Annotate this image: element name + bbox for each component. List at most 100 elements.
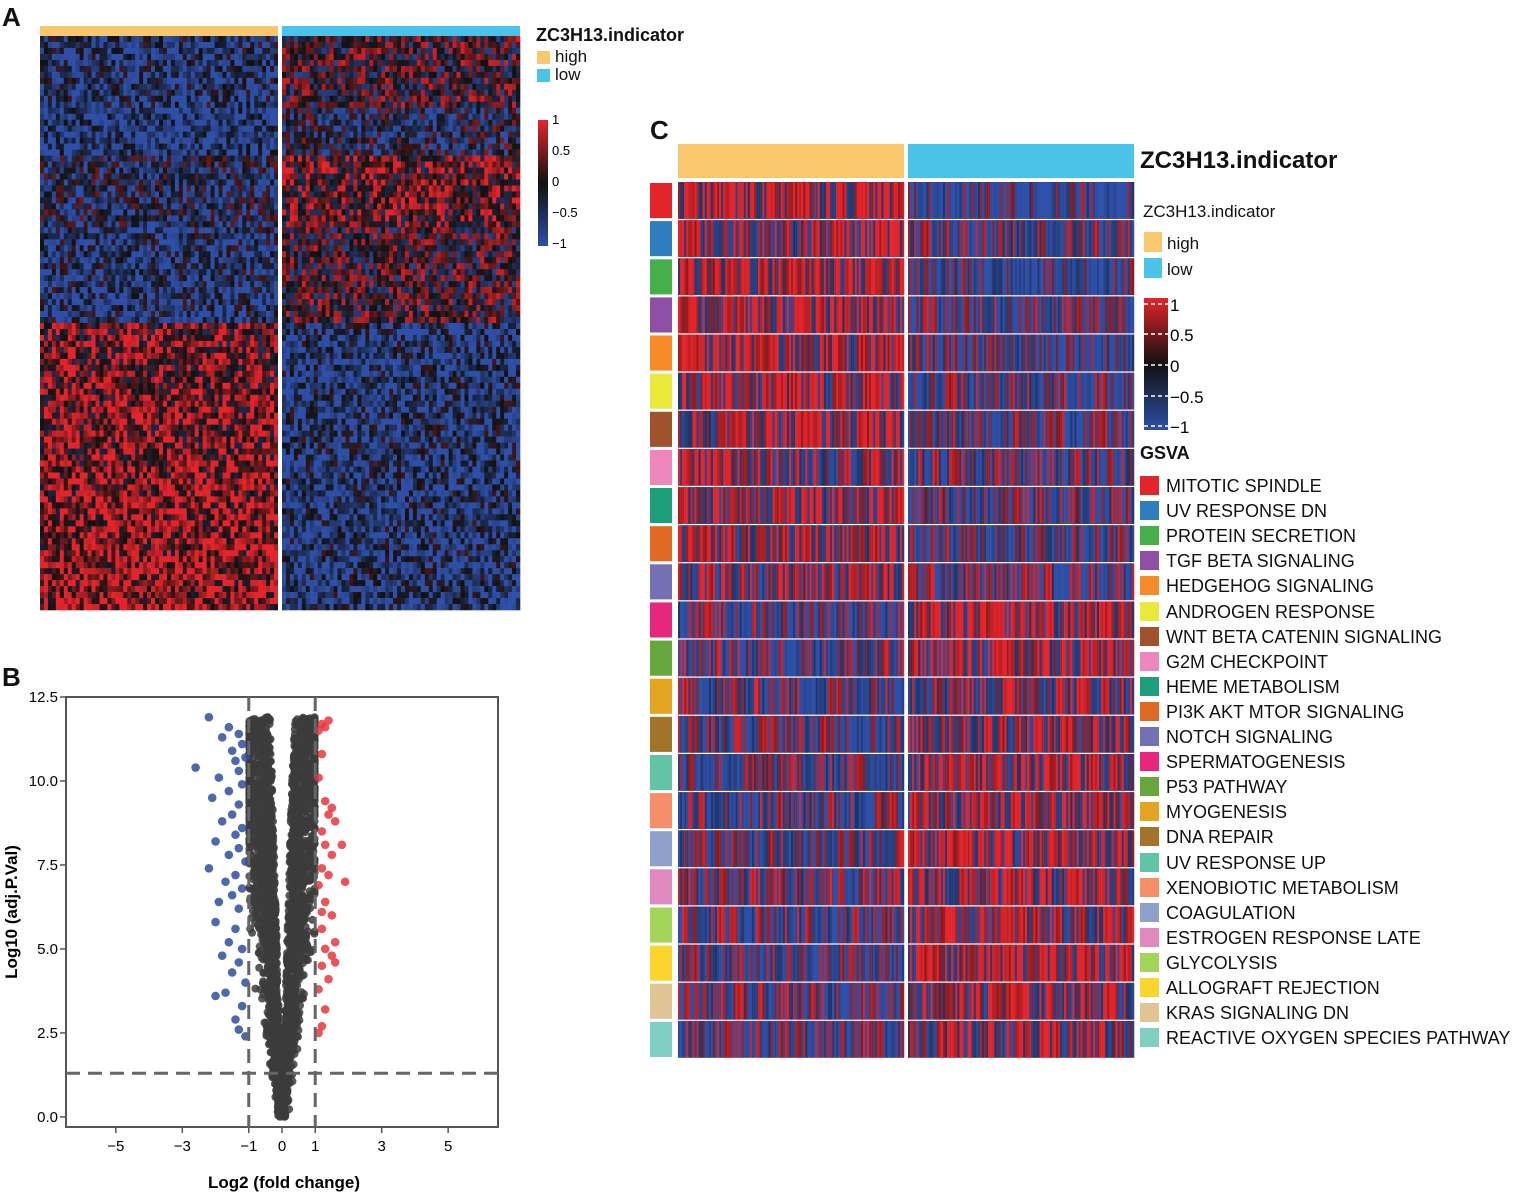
heatmap-cell <box>420 227 426 234</box>
heatmap-cell <box>329 281 334 288</box>
heatmap-cell <box>309 36 315 43</box>
heatmap-cell <box>504 119 509 126</box>
heatmap-cell <box>512 47 517 55</box>
heatmap-cell <box>432 119 437 126</box>
heatmap-cell <box>230 215 235 222</box>
heatmap-cell <box>512 53 517 61</box>
heatmap-cell <box>99 113 104 121</box>
heatmap-cell <box>230 281 235 288</box>
heatmap-cell <box>468 215 473 222</box>
heatmap-cell <box>440 107 445 115</box>
heatmap-cell <box>369 47 374 55</box>
heatmap-cell <box>361 185 366 192</box>
heatmap-cell <box>349 41 354 49</box>
heatmap-cell <box>238 89 243 97</box>
heatmap-cell <box>67 131 73 138</box>
heatmap-cell <box>389 179 394 186</box>
heatmap-cell <box>389 257 394 264</box>
heatmap-cell <box>206 203 211 210</box>
heatmap-cell <box>162 233 168 240</box>
heatmap-cell <box>293 233 299 240</box>
heatmap-cell <box>258 47 263 55</box>
heatmap-cell <box>492 173 497 180</box>
heatmap-cell <box>55 191 61 198</box>
heatmap-cell <box>492 41 497 49</box>
heatmap-cell <box>444 101 449 109</box>
heatmap-cell <box>361 65 366 73</box>
heatmap-cell <box>198 245 203 252</box>
heatmap-cell <box>504 251 509 258</box>
heatmap-cell <box>258 281 263 288</box>
heatmap-cell <box>293 107 299 115</box>
heatmap-cell <box>162 125 168 132</box>
heatmap-cell <box>301 239 307 246</box>
heatmap-cell <box>404 191 410 198</box>
heatmap-cell <box>47 239 53 246</box>
heatmap-cell <box>412 101 418 109</box>
heatmap-cell <box>262 89 267 97</box>
heatmap-cell <box>389 269 394 276</box>
heatmap-cell <box>436 89 441 97</box>
heatmap-cell <box>448 257 453 264</box>
heatmap-cell <box>448 233 453 240</box>
heatmap-cell <box>274 107 279 115</box>
heatmap-cell <box>170 167 176 174</box>
heatmap-cell <box>246 71 251 79</box>
heatmap-cell <box>274 209 279 216</box>
heatmap-cell <box>480 47 485 55</box>
heatmap-cell <box>258 95 263 103</box>
heatmap-cell <box>512 113 517 121</box>
heatmap-cell <box>309 215 315 222</box>
heatmap-cell <box>381 179 386 186</box>
heatmap-cell <box>194 209 199 216</box>
heatmap-cell <box>115 71 120 79</box>
heatmap-cell <box>190 221 195 228</box>
heatmap-cell <box>508 263 513 270</box>
heatmap-cell <box>293 143 299 150</box>
heatmap-cell <box>166 263 172 270</box>
heatmap-cell <box>186 47 192 55</box>
heatmap-cell <box>432 203 437 210</box>
heatmap-cell <box>424 257 430 264</box>
heatmap-cell <box>373 197 378 204</box>
heatmap-cell <box>63 125 69 132</box>
heatmap-cell <box>55 131 61 138</box>
heatmap-cell <box>361 161 366 168</box>
heatmap-cell <box>266 137 271 144</box>
heatmap-cell <box>250 107 255 115</box>
heatmap-cell <box>448 143 453 150</box>
heatmap-cell <box>285 155 291 162</box>
heatmap-cell <box>218 65 223 73</box>
heatmap-cell <box>178 239 184 246</box>
heatmap-cell <box>198 203 203 210</box>
heatmap-cell <box>218 89 223 97</box>
heatmap-cell <box>206 83 211 91</box>
heatmap-cell <box>385 149 390 156</box>
heatmap-cell <box>107 41 112 49</box>
heatmap-cell <box>95 251 100 258</box>
heatmap-cell <box>206 239 211 246</box>
heatmap-cell <box>95 161 100 168</box>
heatmap-cell <box>59 179 65 186</box>
heatmap-cell <box>428 155 434 162</box>
heatmap-cell <box>504 209 509 216</box>
heatmap-cell <box>488 221 493 228</box>
heatmap-cell <box>55 125 61 132</box>
heatmap-cell <box>504 203 509 210</box>
heatmap-cell <box>83 221 88 228</box>
heatmap-cell <box>43 191 49 198</box>
heatmap-cell <box>270 101 275 109</box>
group-bar-low <box>282 26 520 36</box>
heatmap-cell <box>472 89 477 97</box>
heatmap-cell <box>178 251 184 258</box>
heatmap-cell <box>234 281 239 288</box>
heatmap-cell <box>131 137 136 144</box>
heatmap-cell <box>353 65 358 73</box>
heatmap-cell <box>40 239 45 246</box>
heatmap-cell <box>496 65 501 73</box>
heatmap-cell <box>444 149 449 156</box>
heatmap-cell <box>174 77 180 85</box>
heatmap-cell <box>404 167 410 174</box>
heatmap-cell <box>365 119 370 126</box>
heatmap-cell <box>496 125 501 132</box>
